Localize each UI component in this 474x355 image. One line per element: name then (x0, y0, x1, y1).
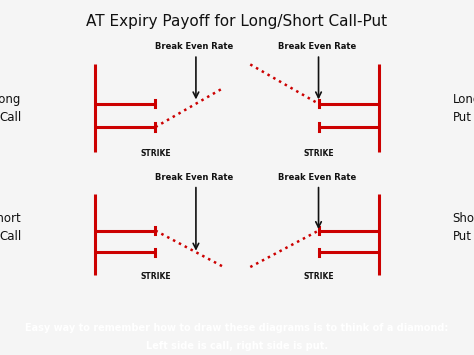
Text: Call: Call (0, 111, 21, 124)
Text: STRIKE: STRIKE (303, 272, 334, 282)
Text: Easy way to remember how to draw these diagrams is to think of a diamond:: Easy way to remember how to draw these d… (25, 323, 449, 333)
Text: Short: Short (0, 212, 21, 225)
Text: Break Even Rate: Break Even Rate (155, 42, 233, 51)
Text: Break Even Rate: Break Even Rate (277, 173, 356, 182)
Text: Long: Long (453, 93, 474, 106)
Text: STRIKE: STRIKE (303, 149, 334, 158)
Text: Call: Call (0, 230, 21, 242)
Text: Long: Long (0, 93, 21, 106)
Text: STRIKE: STRIKE (140, 149, 171, 158)
Text: AT Expiry Payoff for Long/Short Call-Put: AT Expiry Payoff for Long/Short Call-Put (86, 14, 388, 29)
Text: Short: Short (453, 212, 474, 225)
Text: Break Even Rate: Break Even Rate (155, 173, 233, 182)
Text: STRIKE: STRIKE (140, 272, 171, 282)
Text: Break Even Rate: Break Even Rate (277, 42, 356, 51)
Text: Left side is call, right side is put.: Left side is call, right side is put. (146, 341, 328, 351)
Text: Put: Put (453, 230, 472, 242)
Text: Put: Put (453, 111, 472, 124)
